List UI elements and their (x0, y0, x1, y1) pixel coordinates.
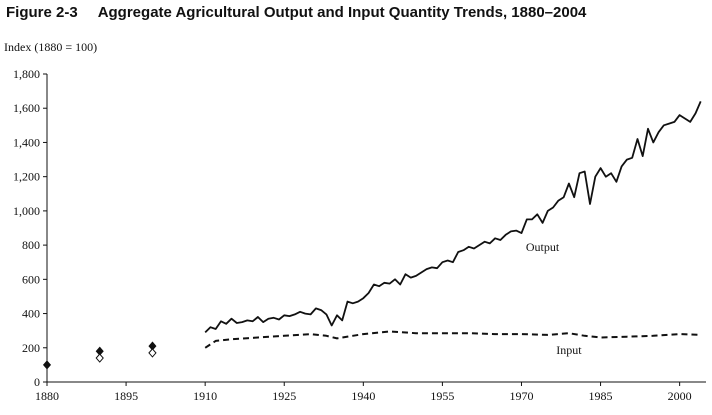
y-tick-label: 1,800 (13, 67, 40, 81)
y-tick-label: 0 (34, 375, 40, 389)
x-tick-label: 1925 (272, 389, 296, 403)
x-tick-label: 1985 (589, 389, 613, 403)
y-tick-label: 400 (22, 307, 40, 321)
input-marker (95, 353, 104, 363)
x-tick-label: 1955 (430, 389, 454, 403)
axes: 0 200 400 600 800 1,000 1,200 1,400 1,600 1,800 18… (13, 67, 706, 403)
y-tick-label: 1,400 (13, 135, 40, 149)
y-tick-label: 800 (22, 238, 40, 252)
marker-layer (42, 341, 157, 370)
x-tick-label: 2000 (668, 389, 692, 403)
x-tick-label: 1940 (351, 389, 375, 403)
series-line-output (204, 101, 702, 334)
x-tick-label: 1895 (114, 389, 138, 403)
series-label-input: Input (556, 343, 582, 357)
y-tick-label: 600 (22, 272, 40, 286)
label-layer: Output Input (526, 240, 582, 357)
y-tick-label: 200 (22, 341, 40, 355)
figure-title: Aggregate Agricultural Output and Input … (97, 4, 587, 21)
x-tick-label: 1880 (35, 389, 59, 403)
y-tick-label: 1,000 (13, 204, 40, 218)
x-tick-label: 1910 (193, 389, 217, 403)
output-marker (42, 360, 52, 370)
series-label-output: Output (526, 240, 560, 254)
x-tick-label: 1970 (509, 389, 533, 403)
series-layer (204, 101, 702, 349)
series-line-input (204, 330, 701, 349)
y-tick-label: 1,600 (13, 101, 40, 115)
y-axis-label: Index (1880 = 100) (4, 40, 98, 54)
y-tick-label: 1,200 (13, 170, 40, 184)
chart-title: Figure 2-3 Aggregate Agricultural Output … (6, 4, 706, 21)
input-marker (148, 348, 157, 358)
figure-number: Figure 2-3 (6, 4, 78, 21)
